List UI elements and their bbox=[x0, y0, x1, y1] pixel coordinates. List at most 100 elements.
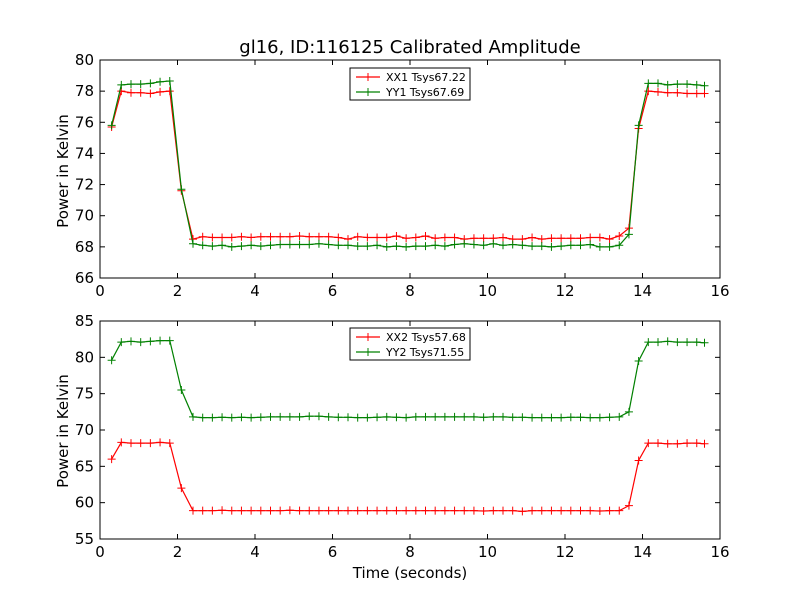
x-tick-label: 16 bbox=[710, 543, 729, 561]
data-point bbox=[156, 77, 165, 86]
series-line bbox=[111, 441, 705, 513]
data-point bbox=[363, 413, 372, 422]
data-point bbox=[353, 242, 362, 251]
data-point bbox=[324, 506, 333, 515]
data-point bbox=[605, 242, 614, 251]
y-tick-label: 80 bbox=[75, 348, 94, 366]
data-point bbox=[247, 241, 256, 250]
data-point bbox=[127, 337, 135, 346]
data-point bbox=[615, 241, 624, 250]
data-point bbox=[421, 231, 430, 240]
data-point bbox=[663, 439, 672, 448]
data-point bbox=[165, 336, 174, 345]
data-point bbox=[440, 412, 449, 421]
data-point bbox=[518, 507, 527, 516]
data-point bbox=[683, 80, 692, 89]
series-top-2 bbox=[107, 77, 709, 251]
data-point bbox=[127, 88, 135, 97]
data-point bbox=[247, 233, 256, 242]
y-tick-label: 66 bbox=[75, 269, 94, 287]
data-point bbox=[136, 439, 145, 448]
data-point bbox=[595, 233, 604, 242]
data-point bbox=[177, 484, 186, 493]
data-point bbox=[479, 234, 488, 243]
data-point bbox=[673, 80, 682, 89]
data-point bbox=[654, 79, 662, 88]
data-point bbox=[411, 506, 420, 515]
data-point bbox=[305, 232, 314, 241]
data-point bbox=[450, 233, 459, 242]
data-point bbox=[489, 239, 498, 248]
x-tick-label: 10 bbox=[478, 282, 497, 300]
y-tick-label: 80 bbox=[75, 51, 94, 69]
data-point bbox=[285, 412, 294, 421]
data-point bbox=[107, 356, 116, 365]
data-point bbox=[557, 234, 566, 243]
data-point bbox=[700, 81, 709, 90]
data-point bbox=[237, 232, 246, 241]
data-point bbox=[518, 413, 527, 422]
x-tick-label: 4 bbox=[250, 282, 260, 300]
data-point bbox=[198, 232, 207, 241]
data-point bbox=[624, 230, 633, 239]
data-point bbox=[227, 413, 236, 422]
data-point bbox=[411, 412, 420, 421]
data-point bbox=[469, 240, 478, 249]
data-point bbox=[373, 413, 382, 422]
data-point bbox=[700, 439, 709, 448]
data-point bbox=[363, 233, 372, 242]
data-point bbox=[528, 242, 537, 251]
data-point bbox=[198, 413, 207, 422]
data-point bbox=[586, 233, 595, 242]
data-point bbox=[117, 80, 126, 89]
data-point bbox=[382, 233, 391, 242]
data-point bbox=[663, 80, 672, 89]
x-tick-label: 2 bbox=[173, 543, 183, 561]
data-point bbox=[440, 233, 449, 242]
data-point bbox=[547, 242, 556, 251]
data-point bbox=[692, 89, 701, 98]
data-point bbox=[431, 234, 440, 243]
data-point bbox=[247, 413, 256, 422]
legend-label: XX2 Tsys57.68 bbox=[386, 331, 466, 344]
data-point bbox=[605, 235, 614, 244]
data-point bbox=[208, 233, 217, 242]
data-point bbox=[314, 239, 323, 248]
data-point bbox=[431, 241, 440, 250]
data-point bbox=[576, 506, 585, 515]
data-point bbox=[165, 439, 174, 448]
data-point bbox=[266, 506, 275, 515]
data-point bbox=[146, 79, 155, 88]
data-point bbox=[634, 121, 643, 130]
data-point bbox=[198, 241, 207, 250]
series-top-1 bbox=[107, 87, 709, 244]
data-point bbox=[156, 336, 165, 345]
data-point bbox=[334, 413, 343, 422]
data-point bbox=[700, 89, 709, 98]
y-tick-label: 75 bbox=[75, 385, 94, 403]
data-point bbox=[392, 506, 401, 515]
data-point bbox=[411, 233, 420, 242]
data-point bbox=[615, 506, 624, 515]
data-point bbox=[127, 80, 135, 89]
data-point bbox=[334, 233, 343, 242]
data-point bbox=[692, 338, 701, 347]
data-point bbox=[189, 412, 197, 421]
data-point bbox=[654, 338, 662, 347]
data-point bbox=[127, 439, 135, 448]
data-point bbox=[644, 439, 653, 448]
data-point bbox=[508, 413, 517, 422]
data-point bbox=[324, 240, 333, 249]
data-point bbox=[305, 506, 314, 515]
data-point bbox=[256, 506, 265, 515]
data-point bbox=[547, 506, 556, 515]
data-point bbox=[440, 242, 449, 251]
y-axis-label-top: Power in Kelvin bbox=[54, 114, 72, 228]
data-point bbox=[107, 455, 116, 464]
data-point bbox=[276, 412, 285, 421]
legend-label: YY2 Tsys71.55 bbox=[385, 346, 464, 359]
data-point bbox=[373, 241, 382, 250]
data-point bbox=[673, 338, 682, 347]
data-point bbox=[295, 412, 304, 421]
data-point bbox=[624, 407, 633, 416]
